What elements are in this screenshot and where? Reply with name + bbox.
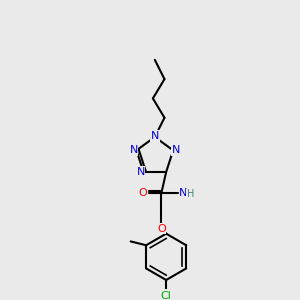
Text: O: O	[139, 188, 147, 198]
Text: Cl: Cl	[161, 291, 172, 300]
Text: N: N	[172, 146, 180, 155]
Text: N: N	[179, 188, 188, 198]
Text: N: N	[129, 146, 138, 155]
Text: N: N	[136, 167, 145, 177]
Text: H: H	[187, 189, 194, 199]
Text: O: O	[157, 224, 166, 234]
Text: N: N	[151, 131, 159, 141]
